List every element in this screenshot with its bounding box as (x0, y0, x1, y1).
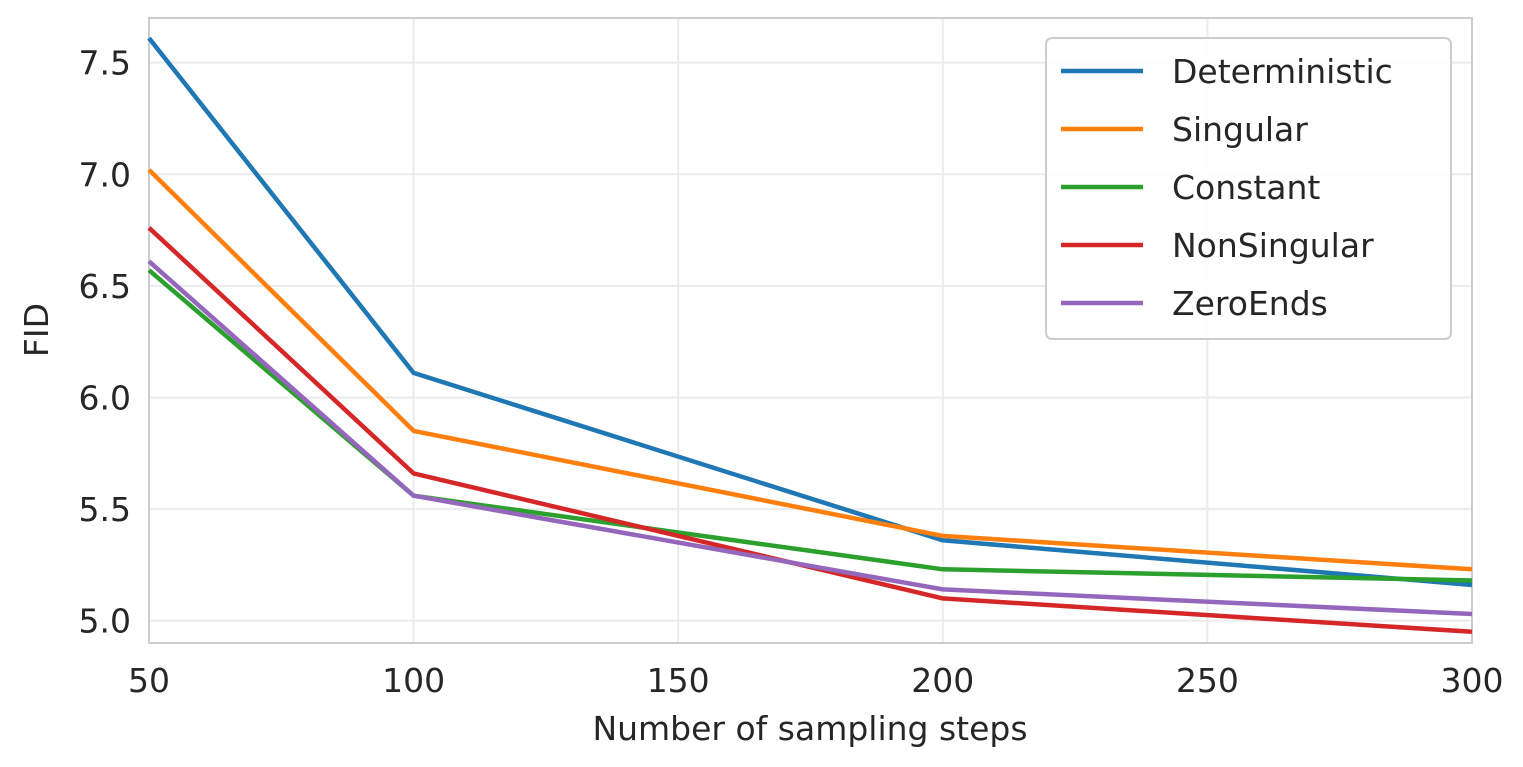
y-tick-label: 5.0 (79, 602, 131, 641)
legend-label-zeroends: ZeroEnds (1172, 284, 1328, 323)
y-tick-label: 6.5 (79, 267, 131, 306)
legend-label-nonsingular: NonSingular (1172, 226, 1374, 265)
series-line-constant (147, 268, 1473, 583)
legend-box (1045, 37, 1452, 340)
legend: Deterministic Singular Constant NonSingular… (1045, 37, 1452, 340)
series-line-deterministic (147, 36, 1473, 588)
series-line-singular (147, 168, 1473, 572)
y-tick-label: 7.5 (79, 44, 131, 83)
legend-label-constant: Constant (1172, 168, 1320, 207)
x-tick-label: 200 (911, 661, 974, 700)
series-singular (147, 168, 1473, 572)
legend-label-singular: Singular (1172, 110, 1308, 149)
x-tick-label: 50 (128, 661, 170, 700)
series-zeroends (147, 259, 1473, 617)
y-tick-label: 6.0 (79, 378, 131, 417)
y-axis-label: FID (17, 303, 56, 357)
x-axis-label: Number of sampling steps (592, 709, 1027, 748)
series-line-nonsingular (147, 226, 1473, 635)
y-tick-label: 7.0 (79, 155, 131, 194)
series-line-zeroends (147, 259, 1473, 617)
series-lines (147, 36, 1473, 635)
series-nonsingular (147, 226, 1473, 635)
x-tick-label: 300 (1441, 661, 1504, 700)
x-tick-label: 250 (1176, 661, 1239, 700)
series-deterministic (147, 36, 1473, 588)
plot-frame (148, 17, 1473, 644)
x-axis-ticks: 50 100 150 200 250 300 (128, 661, 1504, 700)
y-tick-label: 5.5 (79, 490, 131, 529)
y-axis-ticks: 5.0 5.5 6.0 6.5 7.0 7.5 (79, 44, 131, 641)
x-tick-label: 100 (382, 661, 445, 700)
x-tick-label: 150 (647, 661, 710, 700)
legend-label-deterministic: Deterministic (1172, 52, 1393, 91)
